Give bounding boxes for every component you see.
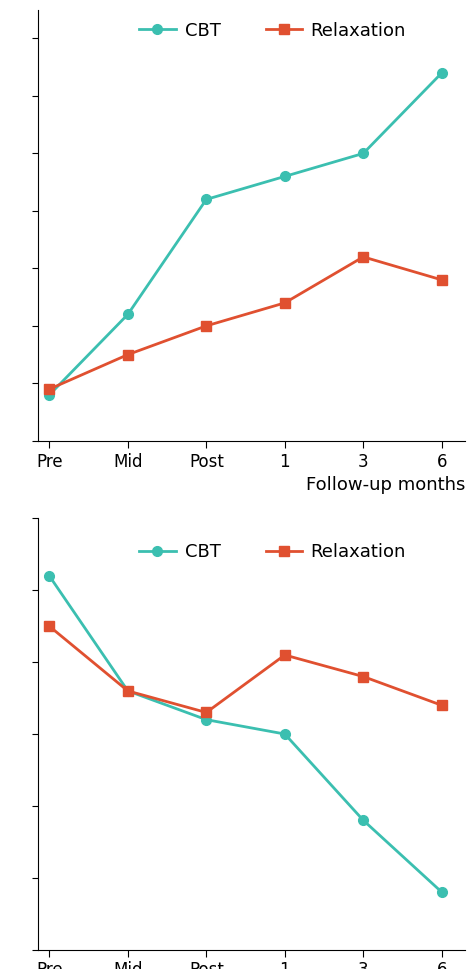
CBT (360, 147, 366, 159)
Relaxation (360, 671, 366, 682)
CBT (439, 67, 445, 78)
Relaxation (47, 384, 52, 395)
Relaxation (360, 251, 366, 263)
Relaxation (439, 274, 445, 286)
Relaxation (282, 649, 288, 661)
Line: Relaxation: Relaxation (45, 252, 446, 394)
Relaxation (204, 706, 209, 718)
Relaxation (47, 620, 52, 632)
X-axis label: Follow-up months: Follow-up months (306, 476, 465, 494)
CBT (204, 194, 209, 205)
CBT (125, 308, 131, 320)
CBT (282, 171, 288, 182)
Legend: CBT, Relaxation: CBT, Relaxation (132, 15, 413, 47)
Relaxation (439, 700, 445, 711)
Line: CBT: CBT (45, 571, 446, 897)
Line: Relaxation: Relaxation (45, 621, 446, 717)
Relaxation (125, 349, 131, 360)
CBT (282, 729, 288, 740)
CBT (47, 570, 52, 581)
Legend: CBT, Relaxation: CBT, Relaxation (132, 536, 413, 569)
CBT (439, 887, 445, 898)
CBT (204, 714, 209, 726)
CBT (360, 815, 366, 827)
Relaxation (204, 320, 209, 331)
Relaxation (125, 685, 131, 697)
Relaxation (282, 297, 288, 309)
CBT (125, 685, 131, 697)
CBT (47, 389, 52, 400)
Line: CBT: CBT (45, 68, 446, 400)
